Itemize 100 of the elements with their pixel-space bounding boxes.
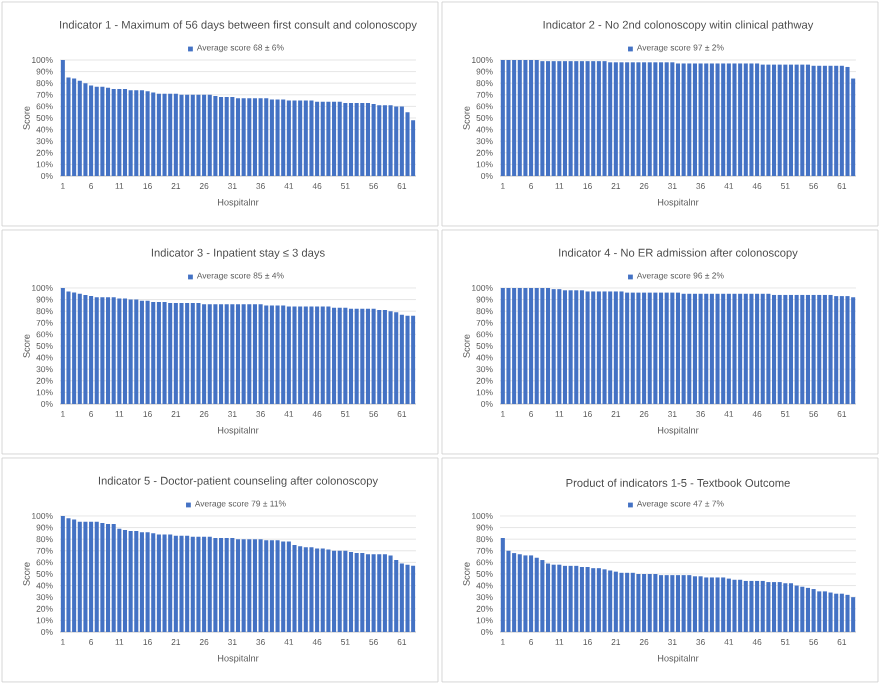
bar bbox=[224, 97, 229, 176]
bar bbox=[235, 304, 241, 404]
bar bbox=[303, 306, 308, 404]
bar bbox=[828, 65, 833, 176]
bar bbox=[388, 105, 393, 176]
bar bbox=[128, 90, 133, 176]
bar bbox=[664, 575, 669, 632]
bar bbox=[562, 565, 568, 632]
bar bbox=[326, 101, 331, 176]
bar bbox=[365, 308, 370, 404]
bar bbox=[320, 101, 325, 176]
bar bbox=[529, 59, 534, 176]
bar bbox=[664, 62, 669, 176]
bar bbox=[834, 593, 839, 632]
bar bbox=[269, 540, 274, 632]
bar bbox=[399, 106, 404, 176]
bar bbox=[100, 297, 105, 404]
bar bbox=[128, 531, 133, 632]
bar bbox=[574, 61, 579, 176]
bar bbox=[845, 66, 850, 176]
bar bbox=[117, 528, 122, 632]
bar bbox=[190, 536, 195, 632]
bar bbox=[128, 299, 133, 404]
bar bbox=[348, 551, 354, 632]
bar bbox=[743, 580, 748, 632]
bar bbox=[156, 534, 161, 632]
bar bbox=[591, 568, 596, 632]
bar bbox=[557, 61, 562, 176]
bar bbox=[608, 62, 613, 176]
bar bbox=[156, 93, 161, 176]
bar bbox=[557, 564, 562, 632]
bar bbox=[822, 591, 827, 632]
bar bbox=[348, 102, 354, 176]
bar bbox=[371, 554, 376, 632]
bar bbox=[698, 576, 703, 632]
bar bbox=[777, 64, 782, 176]
bar bbox=[647, 573, 652, 632]
bar bbox=[292, 306, 297, 404]
bar bbox=[66, 518, 71, 632]
bar bbox=[377, 310, 382, 404]
bar bbox=[354, 102, 359, 176]
bar bbox=[405, 112, 410, 176]
bar bbox=[168, 303, 173, 404]
bar bbox=[173, 535, 178, 632]
bar bbox=[185, 535, 190, 632]
bar bbox=[399, 314, 404, 404]
bar bbox=[500, 538, 505, 632]
bar bbox=[298, 546, 303, 632]
bar bbox=[354, 308, 359, 404]
bar bbox=[636, 573, 641, 632]
bar bbox=[574, 565, 579, 632]
bar bbox=[630, 62, 635, 176]
bar bbox=[207, 536, 212, 632]
bar bbox=[241, 304, 246, 404]
bar bbox=[298, 306, 303, 404]
bar bbox=[788, 64, 794, 176]
bar bbox=[83, 294, 88, 404]
bar bbox=[382, 310, 387, 404]
bar bbox=[394, 312, 399, 404]
bar bbox=[196, 94, 201, 176]
bar bbox=[122, 529, 128, 632]
bar bbox=[845, 594, 850, 632]
bar bbox=[343, 102, 348, 176]
bar bbox=[540, 560, 545, 632]
bar bbox=[106, 524, 111, 632]
bar bbox=[726, 63, 731, 176]
bar bbox=[834, 65, 839, 176]
bar bbox=[269, 305, 274, 404]
bar bbox=[766, 64, 771, 176]
bar bbox=[811, 65, 816, 176]
bar bbox=[298, 100, 303, 176]
bar bbox=[100, 86, 105, 176]
bar bbox=[692, 63, 697, 176]
bar bbox=[585, 61, 590, 176]
bar bbox=[732, 63, 737, 176]
bar bbox=[343, 307, 348, 404]
bar bbox=[371, 308, 376, 404]
bar bbox=[185, 303, 190, 404]
bar bbox=[315, 101, 320, 176]
bar bbox=[783, 64, 788, 176]
bar bbox=[562, 61, 568, 176]
bar bbox=[343, 550, 348, 632]
bar bbox=[94, 521, 99, 632]
bar bbox=[106, 87, 111, 176]
bar bbox=[687, 575, 692, 632]
bar bbox=[755, 580, 760, 632]
bar bbox=[625, 572, 630, 632]
bar bbox=[585, 567, 590, 632]
bar bbox=[139, 90, 144, 176]
bar bbox=[315, 548, 320, 632]
bar bbox=[800, 64, 805, 176]
bar bbox=[72, 519, 77, 632]
bar bbox=[811, 589, 816, 632]
bar bbox=[681, 63, 686, 176]
bar bbox=[122, 88, 128, 176]
bar bbox=[360, 308, 365, 404]
bar bbox=[625, 62, 630, 176]
bar bbox=[388, 555, 393, 632]
bar bbox=[805, 64, 810, 176]
bar bbox=[122, 298, 128, 404]
